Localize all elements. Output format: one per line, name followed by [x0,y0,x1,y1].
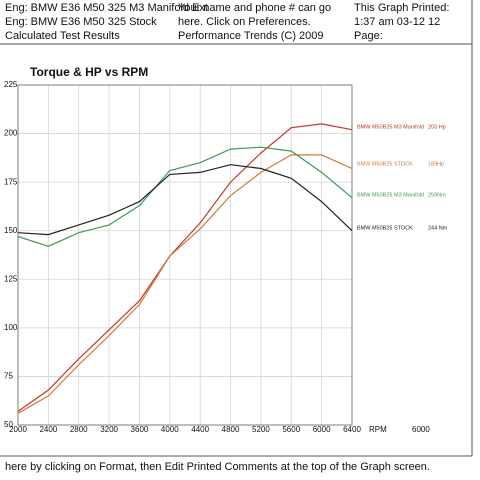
y-tick-label: 175 [4,177,18,186]
plot-frame [17,84,353,426]
x-tick-label: 3600 [131,425,149,434]
header-line: here. Click on Preferences. [178,16,311,28]
header-line: Calculated Test Results [5,30,120,42]
x-axis-label: RPM [369,425,387,434]
series-line [17,164,353,236]
x-tick-label: 4400 [191,425,209,434]
legend-label: BMW M50B25 STOCK [357,161,413,167]
header-line: Eng: BMW E36 M50 325 M3 Manifold Ext [5,2,208,14]
legend-label: BMW M50B25 M3 Manifold [357,124,424,130]
x-tick-label: 2000 [9,425,27,434]
legend-value: 203 Hp [428,124,446,130]
series-line [17,146,353,247]
series-line [17,123,353,412]
x-tick-label: 2800 [70,425,88,434]
x-tick-label: 5600 [282,425,300,434]
y-tick-label: 225 [4,80,18,89]
y-tick-label: 100 [4,323,18,332]
header-line: Page: [354,30,383,42]
y-tick-label: 200 [4,129,18,138]
y-tick-label: 50 [4,420,13,429]
x-tick-label: 2400 [39,425,57,434]
legend-label: BMW M50B25 STOCK [357,225,413,231]
x-tick-label: 4000 [161,425,179,434]
y-tick-label: 125 [4,274,18,283]
legend-value: 244 Nm [428,225,448,231]
chart-title: Torque & HP vs RPM [30,65,148,79]
header-line: This Graph Printed: [354,2,449,14]
x-tick-label: 4800 [222,425,240,434]
legend-value: 259Nm [428,192,446,198]
x-tick-label: 3200 [100,425,118,434]
header-line: Eng: BMW E36 M50 325 Stock [5,16,157,28]
legend-value: 189Hp [428,161,444,167]
header-line: Your name and phone # can go [178,2,331,14]
x-tick-label: 5200 [252,425,270,434]
x-axis-note: 6000 [412,425,430,434]
legend-label: BMW M50B25 M3 Manifold [357,192,424,198]
y-tick-label: 150 [4,226,18,235]
x-tick-label: 6400 [343,425,361,434]
footer-text: here by clicking on Format, then Edit Pr… [5,461,430,473]
y-tick-label: 75 [4,372,13,381]
header-line: Performance Trends (C) 2009 [178,30,324,42]
x-tick-label: 6000 [313,425,331,434]
header-line: 1:37 am 03-12 12 [354,16,440,28]
